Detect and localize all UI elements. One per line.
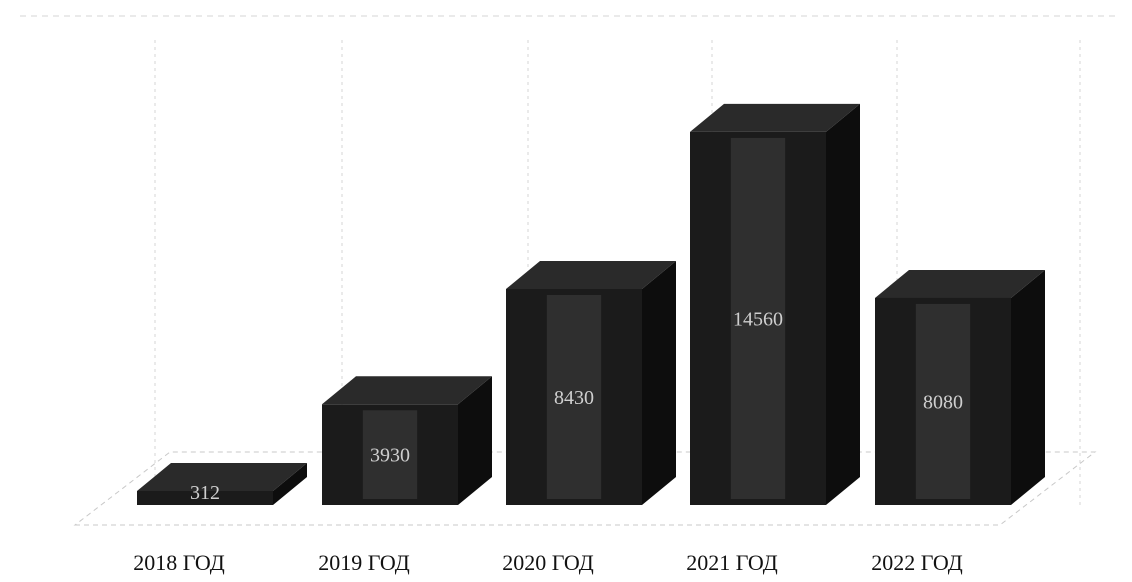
bar-front [137,491,273,505]
bar-front [506,288,642,505]
category-label: 2021 ГОД [686,550,777,575]
bar-front [322,404,458,505]
bar-texture [546,294,602,499]
data-label: 8080 [923,391,963,413]
bar-front [690,131,826,505]
chart-floor [73,451,1097,526]
bar: 312 [137,463,307,505]
floor-outline [73,451,1097,526]
bar-texture [915,303,971,499]
data-label: 3930 [370,445,410,467]
bar-top [506,260,676,289]
bar-side [273,463,307,505]
bar: 14560 [690,103,860,506]
bar-top [690,103,860,132]
data-label: 8430 [554,387,594,409]
category-label: 2020 ГОД [502,550,593,575]
data-label: 14560 [733,308,783,330]
category-labels: 2018 ГОД 2019 ГОД 2020 ГОД 2021 ГОД 2022 ГОД [133,550,962,575]
bar-side [1011,269,1045,505]
bar-top [322,376,492,405]
category-label: 2018 ГОД [133,550,224,575]
bar-top [875,269,1045,298]
category-label: 2022 ГОД [871,550,962,575]
bars: 312 3930 8430 14560 8080 [137,103,1045,506]
data-label: 312 [190,482,220,504]
bar-texture [730,137,786,499]
bar: 8430 [506,260,676,505]
bar-front [875,297,1011,505]
category-label: 2019 ГОД [318,550,409,575]
bar-texture [362,410,418,499]
bar-side [458,376,492,505]
bar: 8080 [875,269,1045,505]
bar: 3930 [322,376,492,505]
bar-side [642,260,676,505]
bar-side [826,103,860,506]
bar-top [137,463,307,491]
